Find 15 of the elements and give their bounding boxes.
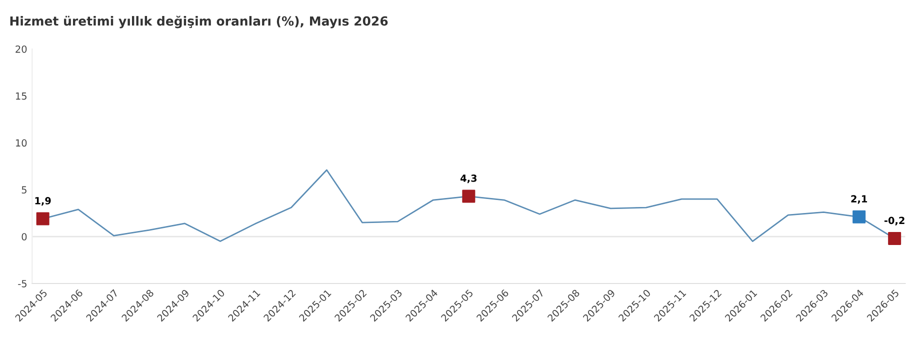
point (36, 212, 50, 226)
point (888, 232, 902, 245)
y-tick-label: 0 (22, 233, 27, 240)
y-tick-label: 10 (16, 139, 27, 147)
point (462, 190, 476, 203)
data-label: 1,9 (35, 197, 51, 206)
y-tick-label: 5 (22, 186, 26, 194)
data-label: 4,3 (460, 174, 477, 184)
chart-title: Hizmet üretimi yıllık değişim oranları (%), Mayıs 2026 (10, 16, 388, 28)
y-tick-label: -5 (18, 280, 26, 288)
data-label: 2,1 (851, 195, 868, 204)
data-label: -0,2 (884, 216, 904, 226)
y-tick-label: 20 (16, 45, 27, 53)
y-tick-label: 15 (16, 92, 26, 100)
point (852, 210, 866, 224)
